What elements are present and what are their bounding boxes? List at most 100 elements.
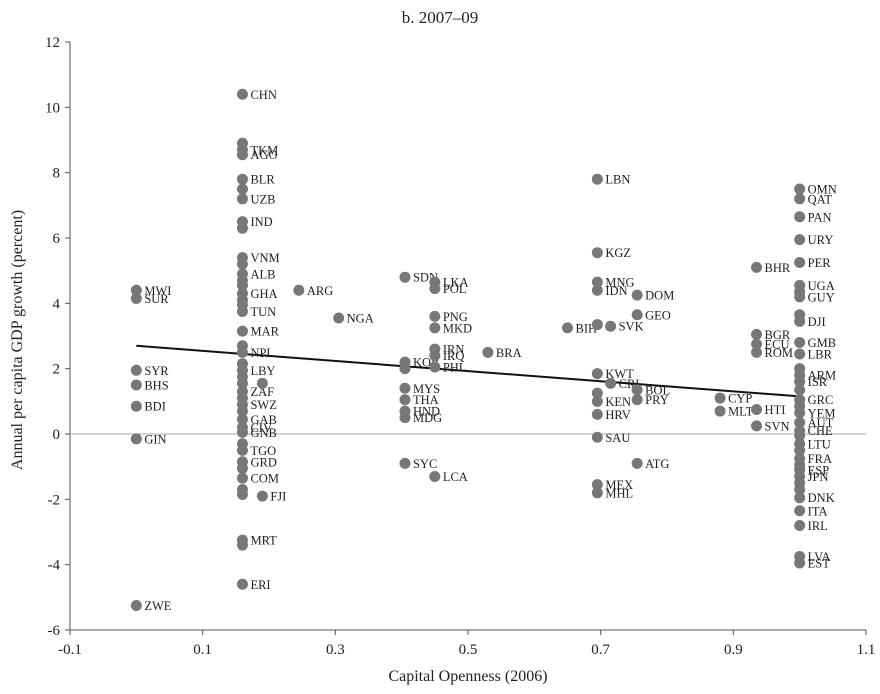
data-point xyxy=(591,408,603,420)
data-point xyxy=(751,328,763,340)
data-point xyxy=(429,361,441,373)
point-label: IRL xyxy=(808,519,828,533)
data-point xyxy=(429,310,441,322)
data-point xyxy=(236,149,248,161)
point-label: POL xyxy=(443,282,467,296)
data-point xyxy=(236,472,248,484)
data-point xyxy=(236,488,248,500)
trend-line xyxy=(136,344,800,398)
data-point xyxy=(794,291,806,303)
point-label: CHN xyxy=(250,88,276,102)
data-point xyxy=(429,350,441,362)
point-label: BDI xyxy=(144,400,166,414)
point-label: IRQ xyxy=(443,349,465,363)
point-label: LTU xyxy=(808,437,831,451)
y-tick-label: 12 xyxy=(45,35,60,51)
data-point xyxy=(293,284,305,296)
data-point xyxy=(429,470,441,482)
data-point xyxy=(631,457,643,469)
point-label: ZAF xyxy=(250,385,274,399)
point-label: SUR xyxy=(144,292,169,306)
y-tick-label: -2 xyxy=(48,492,61,508)
point-label: ITA xyxy=(808,504,828,518)
data-point xyxy=(236,279,248,291)
point-label: PRY xyxy=(645,393,669,407)
point-label: CYP xyxy=(728,392,752,406)
data-point xyxy=(130,433,142,445)
data-point xyxy=(605,377,617,389)
data-point xyxy=(236,193,248,205)
data-point xyxy=(399,412,411,424)
data-point xyxy=(236,413,248,425)
data-point xyxy=(399,271,411,283)
point-label: MRT xyxy=(250,534,277,548)
point-label: JPN xyxy=(808,470,829,484)
y-tick-label: -6 xyxy=(48,623,61,639)
point-label: GNB xyxy=(250,426,276,440)
point-label: TKM xyxy=(250,143,278,157)
data-point xyxy=(591,173,603,185)
point-label: IRN xyxy=(443,343,465,357)
point-label: AGO xyxy=(250,148,277,162)
data-point xyxy=(794,492,806,504)
data-point xyxy=(794,430,806,442)
point-label: PAN xyxy=(808,210,832,224)
data-point xyxy=(794,444,806,456)
x-tick-label: 0.1 xyxy=(193,642,212,658)
data-point xyxy=(256,377,268,389)
point-label: KWT xyxy=(605,367,634,381)
data-point xyxy=(130,400,142,412)
point-label: COM xyxy=(250,472,278,486)
data-point xyxy=(591,431,603,443)
point-label: UZB xyxy=(250,192,275,206)
point-label: CHE xyxy=(808,424,833,438)
point-label: GAB xyxy=(250,413,276,427)
data-point xyxy=(714,405,726,417)
data-point xyxy=(631,384,643,396)
point-label: BGR xyxy=(765,328,791,342)
point-label: NGA xyxy=(347,312,374,326)
point-label: ATG xyxy=(645,457,669,471)
data-point xyxy=(429,322,441,334)
y-tick-label: -4 xyxy=(48,558,61,574)
point-label: LVA xyxy=(808,550,831,564)
data-point xyxy=(591,479,603,491)
data-point xyxy=(794,193,806,205)
data-point xyxy=(130,292,142,304)
data-point xyxy=(236,306,248,317)
point-label: ESP xyxy=(808,463,830,477)
point-label: PHL xyxy=(443,361,467,375)
data-point xyxy=(794,505,806,517)
point-label: BLR xyxy=(250,173,275,187)
point-label: LBN xyxy=(605,173,630,187)
point-label: PER xyxy=(808,256,832,270)
data-point xyxy=(794,519,806,531)
data-point xyxy=(399,382,411,394)
y-tick-label: 6 xyxy=(53,231,61,247)
data-point xyxy=(236,462,248,474)
data-point xyxy=(794,315,806,327)
point-label: ZWE xyxy=(144,599,171,613)
data-point xyxy=(591,487,603,499)
point-label: MNG xyxy=(605,276,634,290)
point-label: SAU xyxy=(605,431,630,445)
data-point xyxy=(794,417,806,429)
data-point xyxy=(562,322,573,334)
point-label: EST xyxy=(808,557,831,571)
point-label: QAT xyxy=(808,192,833,206)
point-label: SVK xyxy=(619,320,644,334)
point-label: LKA xyxy=(443,276,469,290)
trendline-group xyxy=(136,344,800,398)
point-label: YEM xyxy=(808,406,836,420)
data-point xyxy=(631,394,643,406)
point-label: GUY xyxy=(808,290,835,304)
data-point xyxy=(591,276,603,288)
data-point xyxy=(236,173,248,185)
point-label: GRD xyxy=(250,455,276,469)
x-tick-label: 0.3 xyxy=(326,642,345,658)
point-label: PNG xyxy=(443,310,468,324)
point-label: OMN xyxy=(808,183,837,197)
data-point xyxy=(794,407,806,419)
data-point xyxy=(256,490,268,502)
point-label: IND xyxy=(250,215,272,229)
